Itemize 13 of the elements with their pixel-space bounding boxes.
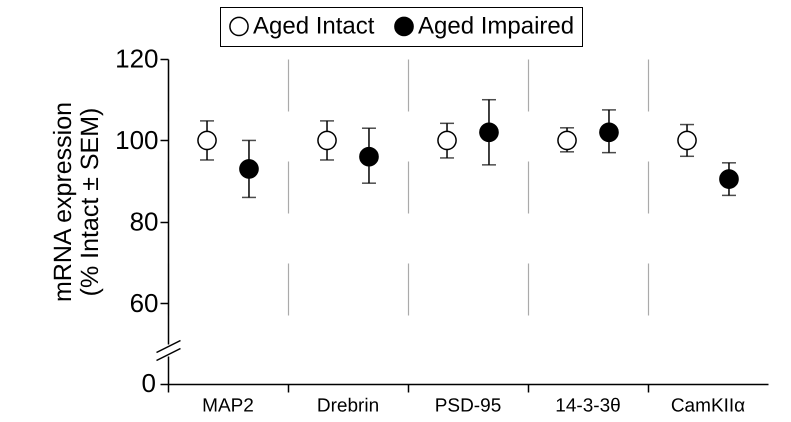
y-tick-label: 120	[115, 44, 158, 74]
text: 0	[142, 368, 156, 398]
legend-label: Aged Impaired	[418, 12, 574, 40]
legend-label: Aged Intact	[253, 12, 375, 40]
x-tick-label: PSD-95	[434, 396, 502, 416]
x-tick-label: MAP2	[202, 396, 254, 416]
y-tick-label: 80	[130, 206, 158, 236]
y-tick-label: 100	[115, 124, 158, 155]
y-tick-label: 60	[130, 288, 158, 318]
x-tick-label: Drebrin	[316, 396, 380, 416]
y-axis-title: mRNA expression (% Intact ± SEM)	[49, 102, 104, 302]
x-tick-label: 14-3-3θ	[555, 396, 621, 416]
x-tick-label: CamKIIα	[670, 396, 746, 416]
